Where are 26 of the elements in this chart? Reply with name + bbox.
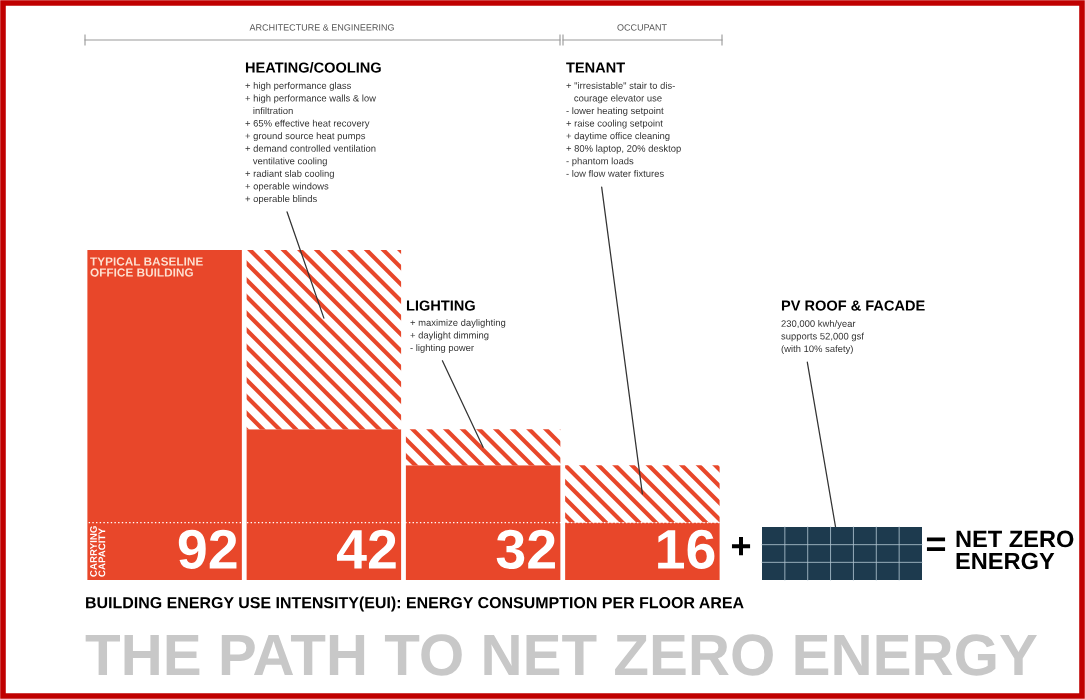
text: NET ZERO ENERGY — [956, 530, 1074, 570]
data-label: 32 — [496, 529, 555, 570]
bar — [405, 465, 561, 580]
bar — [246, 250, 402, 430]
bar — [87, 250, 242, 580]
annotation: LIGHTING — [406, 300, 475, 311]
text: = — [926, 537, 946, 552]
text: HEATING/COOLING — [245, 62, 381, 73]
text: OCCUPANT — [617, 24, 667, 31]
data-label: 42 — [336, 529, 396, 569]
text: + high performance glass + high performance walls & low infiltration + 65% effective heat recovery + ground source heat pumps + demand controlled ventilation ventilative cooling + radiant slab cooling + operable windows + operable blinds — [245, 82, 376, 204]
data-label: 16 — [658, 529, 715, 570]
annotation: + maximize daylighting + daylight dimming - lighting power — [410, 319, 506, 353]
text: + "irresistable" stair to dis- courage elevator use - lower heating setpoint + raise cooling setpoint + daytime office cleaning + 80% laptop, 20% desktop - phantom loads - low flow water fixtures — [566, 82, 681, 177]
text: TENANT — [566, 62, 625, 73]
text: 230,000 kwh/year supports 52,000 gsf (with 10% safety) — [781, 320, 864, 354]
data-label: 92 — [178, 529, 237, 570]
bar — [565, 465, 720, 523]
text: ARCHITECTURE & ENGINEERING — [249, 24, 394, 31]
bar — [405, 429, 561, 466]
x-axis-title: BUILDING ENERGY USE INTENSITY(EUI): ENERGY CONSUMPTION PER FLOOR AREA — [86, 596, 744, 612]
bar — [246, 429, 402, 580]
text: + — [731, 536, 751, 556]
annotation: TYPICAL BASELINE OFFICE BUILDING — [90, 257, 203, 277]
text: PV ROOF & FACADE — [781, 300, 925, 311]
ref-line-label: CARRYING CAPACITY — [90, 526, 106, 577]
